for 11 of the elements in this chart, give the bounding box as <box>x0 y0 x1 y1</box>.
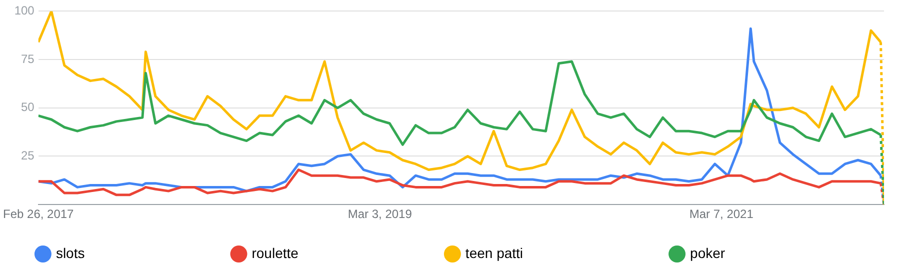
legend-label: roulette <box>252 244 424 261</box>
x-tick-label: Feb 26, 2017 <box>2 207 74 222</box>
legend-label: poker <box>690 244 852 261</box>
x-tick-label: Mar 7, 2021 <box>689 207 754 222</box>
y-tick-label: 25 <box>21 148 35 163</box>
y-tick-label: 50 <box>21 100 35 114</box>
legend-label: teen patti <box>465 244 650 261</box>
x-tick-label: Mar 3, 2019 <box>348 207 412 222</box>
y-tick-label: 75 <box>21 52 35 66</box>
y-tick-label: 100 <box>14 4 35 18</box>
legend-label: slots <box>56 244 211 261</box>
